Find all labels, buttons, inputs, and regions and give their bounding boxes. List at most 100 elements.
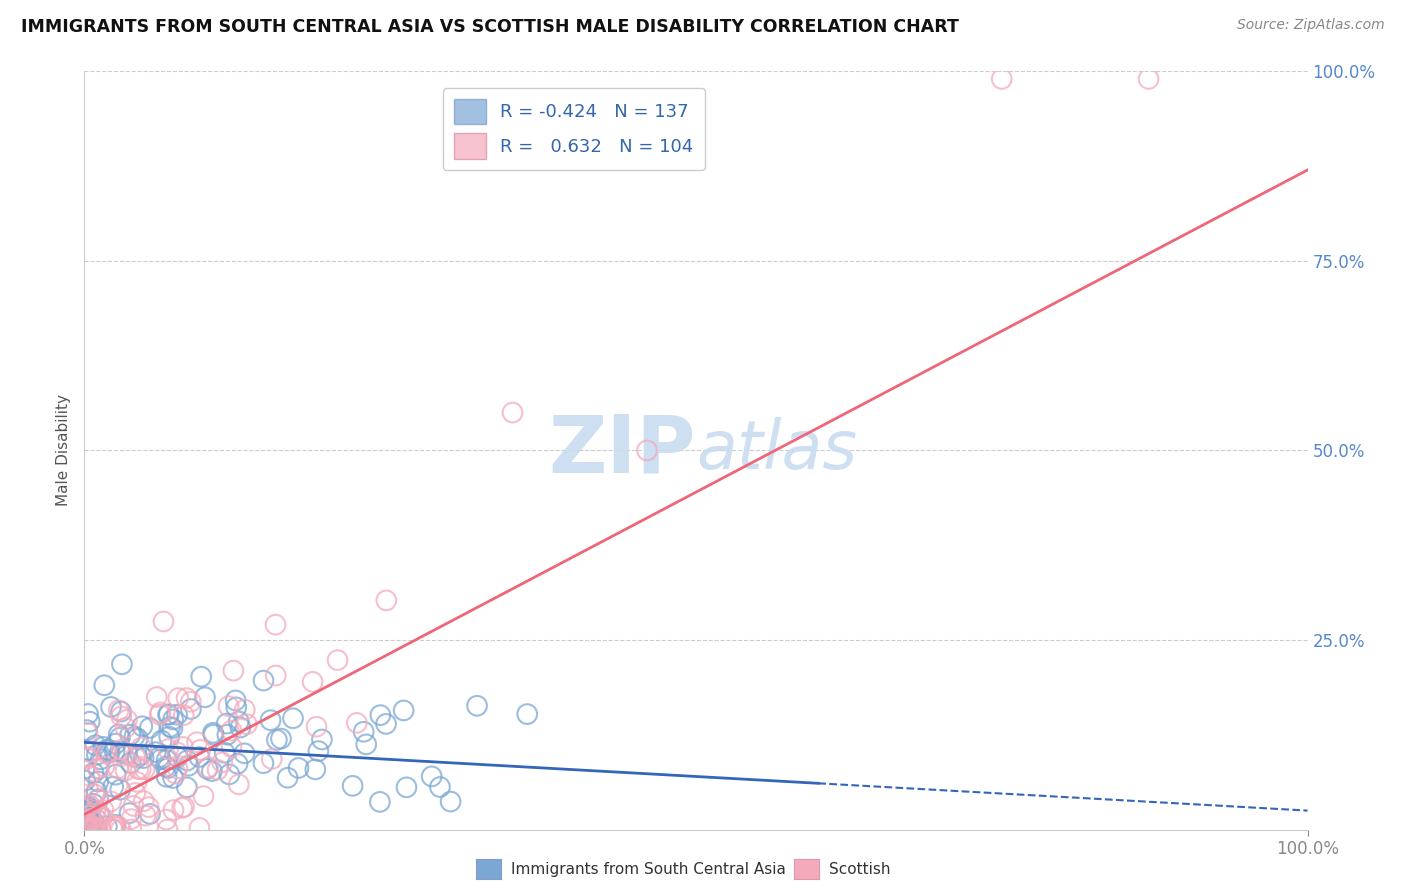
Point: [118, 806, 141, 821]
Point: [375, 717, 398, 731]
Point: [75, 807, 97, 822]
Point: [80, 812, 103, 826]
Point: [84, 820, 107, 834]
Point: [120, 812, 142, 826]
Point: [111, 742, 134, 756]
Point: [84, 820, 107, 834]
Point: [77, 820, 100, 834]
Point: [110, 822, 132, 837]
Point: [121, 822, 143, 837]
Point: [429, 780, 451, 794]
Point: [420, 769, 443, 783]
Point: [110, 705, 132, 719]
Point: [103, 780, 125, 794]
Point: [146, 690, 169, 704]
Point: [132, 794, 155, 808]
Point: [172, 801, 194, 815]
Point: [176, 780, 198, 795]
Point: [149, 707, 172, 722]
Point: [233, 703, 256, 717]
Point: [132, 751, 155, 765]
Point: [277, 771, 299, 785]
Point: [211, 756, 233, 770]
Point: [76, 750, 98, 764]
Text: Immigrants from South Central Asia: Immigrants from South Central Asia: [510, 863, 786, 877]
Point: [104, 768, 127, 782]
Point: [79, 812, 101, 826]
Point: [354, 737, 377, 751]
Point: [79, 714, 101, 729]
Point: [173, 708, 195, 723]
Point: [98, 745, 121, 759]
Point: [91, 739, 114, 754]
Point: [76, 726, 98, 740]
Point: [82, 820, 104, 834]
Legend: R = -0.424   N = 137, R =   0.632   N = 104: R = -0.424 N = 137, R = 0.632 N = 104: [443, 88, 704, 169]
Point: [166, 707, 188, 722]
Point: [87, 792, 110, 806]
Point: [79, 808, 101, 822]
Point: [84, 738, 107, 752]
Text: ZIP: ZIP: [548, 411, 696, 490]
Point: [138, 800, 160, 814]
Point: [124, 730, 146, 744]
Point: [145, 745, 167, 759]
Point: [218, 699, 240, 714]
Point: [252, 756, 274, 771]
Point: [100, 794, 122, 808]
Point: [281, 711, 304, 725]
Point: [79, 798, 101, 813]
Point: [82, 816, 104, 830]
Point: [129, 747, 152, 762]
Point: [112, 748, 135, 763]
Point: [77, 782, 100, 797]
Point: [82, 822, 104, 837]
Point: [392, 703, 415, 717]
Point: [127, 731, 149, 746]
Point: [82, 797, 104, 811]
Point: [266, 732, 288, 747]
Point: [346, 715, 368, 730]
Point: [259, 713, 281, 727]
Point: [218, 767, 240, 781]
Point: [75, 773, 97, 788]
Point: [103, 744, 125, 758]
Text: Source: ZipAtlas.com: Source: ZipAtlas.com: [1237, 18, 1385, 32]
Point: [97, 742, 120, 756]
Point: [131, 740, 153, 755]
Point: [79, 745, 101, 759]
Point: [193, 789, 215, 804]
Point: [157, 742, 180, 756]
Point: [101, 822, 124, 837]
Point: [108, 731, 131, 745]
Point: [76, 807, 98, 822]
Point: [90, 822, 112, 837]
Point: [180, 702, 202, 716]
Point: [155, 813, 177, 827]
Point: [172, 739, 194, 754]
Point: [124, 750, 146, 764]
Point: [76, 723, 98, 737]
Point: [135, 808, 157, 822]
Point: [107, 703, 129, 717]
Point: [149, 750, 172, 764]
Point: [225, 693, 247, 707]
Point: [264, 668, 287, 682]
Point: [107, 761, 129, 775]
Point: [73, 821, 96, 835]
Point: [76, 799, 98, 814]
Point: [221, 739, 243, 754]
Point: [122, 798, 145, 813]
Point: [134, 762, 156, 776]
Point: [87, 762, 110, 776]
Point: [87, 761, 110, 775]
Point: [236, 717, 259, 731]
Point: [131, 719, 153, 733]
Point: [104, 737, 127, 751]
Point: [96, 747, 118, 761]
Point: [162, 803, 184, 817]
Point: [149, 706, 172, 720]
Point: [87, 774, 110, 789]
Point: [129, 762, 152, 776]
Point: [80, 814, 103, 828]
